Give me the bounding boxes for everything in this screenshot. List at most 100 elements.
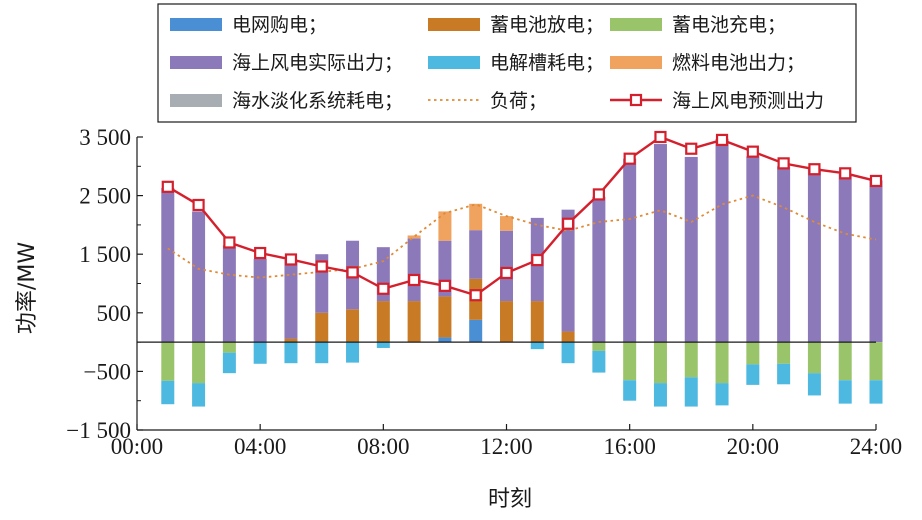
line-负荷 bbox=[167, 194, 877, 279]
bar-蓄电池充电 bbox=[715, 342, 729, 384]
y-tick-label: 500 bbox=[97, 301, 132, 326]
bar-电解槽耗电 bbox=[715, 383, 729, 406]
bar-蓄电池放电 bbox=[346, 309, 360, 343]
legend-label-电解槽耗电: 电解槽耗电； bbox=[490, 52, 604, 74]
point-海上风电预测出力 bbox=[223, 236, 236, 249]
bar-电解槽耗电 bbox=[253, 342, 267, 364]
bar-海上风电实际出力 bbox=[284, 259, 298, 339]
point-海上风电预测出力 bbox=[869, 174, 883, 188]
bar-海上风电实际出力 bbox=[253, 258, 267, 343]
legend-label-负荷: 负荷； bbox=[490, 90, 547, 112]
bar-蓄电池放电 bbox=[530, 301, 544, 343]
y-tick-label: 1 500 bbox=[79, 242, 131, 267]
bar-海上风电实际出力 bbox=[653, 144, 667, 343]
legend-swatch-蓄电池充电 bbox=[610, 18, 662, 31]
bar-电解槽耗电 bbox=[346, 342, 360, 363]
bar-海上风电实际出力 bbox=[500, 230, 513, 302]
bar-海上风电实际出力 bbox=[222, 245, 236, 343]
bar-电网购电 bbox=[469, 319, 483, 343]
bar-电解槽耗电 bbox=[592, 350, 606, 373]
legend-swatch-蓄电池放电 bbox=[428, 18, 480, 31]
legend-box bbox=[157, 3, 857, 123]
legend-marker-海上风电预测出力 bbox=[629, 93, 643, 107]
bar-电解槽耗电 bbox=[315, 342, 329, 364]
point-海上风电预测出力 bbox=[438, 279, 452, 292]
bar-海上风电实际出力 bbox=[192, 211, 206, 343]
bar-蓄电池充电 bbox=[192, 342, 206, 384]
point-海上风电预测出力 bbox=[623, 152, 636, 165]
point-海上风电预测出力 bbox=[777, 157, 790, 170]
legend-swatch-电解槽耗电 bbox=[428, 56, 480, 69]
y-tick-label: 2 500 bbox=[79, 184, 131, 209]
point-海上风电预测出力 bbox=[254, 246, 267, 260]
legend-swatch-电网购电 bbox=[170, 18, 222, 31]
bar-海上风电实际出力 bbox=[746, 156, 760, 343]
bar-蓄电池充电 bbox=[623, 342, 637, 381]
x-axis-label: 时刻 bbox=[488, 487, 532, 512]
bar-燃料电池出力 bbox=[469, 203, 483, 231]
bar-蓄电池放电 bbox=[561, 331, 575, 343]
point-海上风电预测出力 bbox=[531, 253, 544, 267]
line-海上风电预测出力 bbox=[167, 135, 877, 297]
bar-蓄电池充电 bbox=[869, 342, 883, 381]
bar-蓄电池充电 bbox=[653, 342, 667, 384]
legend-swatch-海上风电实际出力 bbox=[170, 56, 222, 69]
legend-label-海上风电预测出力: 海上风电预测出力 bbox=[672, 90, 824, 112]
bar-电解槽耗电 bbox=[376, 342, 390, 348]
x-ticks: 00:00 04:00 08:00 12:00 16:00 20:00 24:00 bbox=[111, 424, 902, 459]
bar-电解槽耗电 bbox=[869, 380, 883, 404]
bar-海上风电实际出力 bbox=[161, 187, 175, 343]
x-tick-label: 24:00 bbox=[850, 434, 902, 459]
bar-燃料电池出力 bbox=[500, 216, 513, 231]
legend-label-海上风电实际出力: 海上风电实际出力； bbox=[232, 52, 403, 74]
point-海上风电预测出力 bbox=[315, 260, 328, 273]
point-海上风电预测出力 bbox=[592, 188, 605, 201]
x-tick-label: 04:00 bbox=[234, 434, 286, 459]
point-海上风电预测出力 bbox=[408, 273, 421, 287]
y-tick-label: −500 bbox=[84, 359, 131, 384]
point-海上风电预测出力 bbox=[500, 266, 513, 280]
x-tick-label: 00:00 bbox=[111, 434, 163, 459]
legend: 电网购电； 蓄电池放电； 蓄电池充电； 海上风电实际出力； 电解槽耗电； 燃料电池出力； 海… bbox=[157, 3, 857, 123]
bar-海上风电实际出力 bbox=[838, 173, 852, 343]
bar-电解槽耗电 bbox=[746, 364, 760, 385]
bar-海上风电实际出力 bbox=[777, 166, 791, 343]
bar-海上风电实际出力 bbox=[807, 168, 821, 343]
y-tick-label: −1 500 bbox=[66, 418, 131, 443]
bars bbox=[161, 138, 883, 407]
point-海上风电预测出力 bbox=[377, 282, 390, 295]
bar-电解槽耗电 bbox=[284, 342, 298, 364]
point-海上风电预测出力 bbox=[715, 133, 729, 147]
legend-label-蓄电池放电: 蓄电池放电； bbox=[490, 14, 604, 36]
bar-蓄电池充电 bbox=[807, 342, 821, 374]
x-tick-label: 16:00 bbox=[603, 434, 655, 459]
legend-label-海水淡化系统耗电: 海水淡化系统耗电； bbox=[232, 90, 403, 112]
bar-电解槽耗电 bbox=[530, 342, 544, 350]
bar-海上风电实际出力 bbox=[715, 138, 729, 343]
bar-蓄电池充电 bbox=[777, 342, 791, 364]
x-tick-label: 08:00 bbox=[357, 434, 409, 459]
y-ticks: −1 500 −500 500 1 500 2 500 3 500 bbox=[66, 125, 143, 443]
bar-蓄电池放电 bbox=[284, 338, 298, 343]
legend-label-燃料电池出力: 燃料电池出力； bbox=[672, 52, 805, 74]
legend-label-蓄电池充电: 蓄电池充电； bbox=[672, 14, 786, 36]
bar-电解槽耗电 bbox=[653, 383, 667, 407]
bar-电解槽耗电 bbox=[684, 377, 698, 407]
bar-蓄电池放电 bbox=[438, 296, 452, 338]
bar-电解槽耗电 bbox=[561, 342, 575, 364]
bar-蓄电池充电 bbox=[684, 342, 698, 378]
point-海上风电预测出力 bbox=[346, 266, 359, 279]
bar-海上风电实际出力 bbox=[623, 158, 637, 343]
bar-海上风电实际出力 bbox=[407, 238, 421, 302]
bar-电解槽耗电 bbox=[623, 380, 637, 401]
bar-海上风电实际出力 bbox=[592, 196, 606, 343]
bar-海上风电实际出力 bbox=[684, 156, 698, 343]
series-lines bbox=[161, 130, 883, 302]
bar-燃料电池出力 bbox=[438, 211, 452, 241]
bar-海上风电实际出力 bbox=[869, 180, 883, 343]
point-海上风电预测出力 bbox=[746, 145, 759, 158]
y-tick-label: 3 500 bbox=[79, 125, 131, 150]
x-tick-label: 20:00 bbox=[727, 434, 779, 459]
bar-海上风电实际出力 bbox=[561, 209, 575, 332]
legend-label-电网购电: 电网购电； bbox=[232, 14, 327, 36]
